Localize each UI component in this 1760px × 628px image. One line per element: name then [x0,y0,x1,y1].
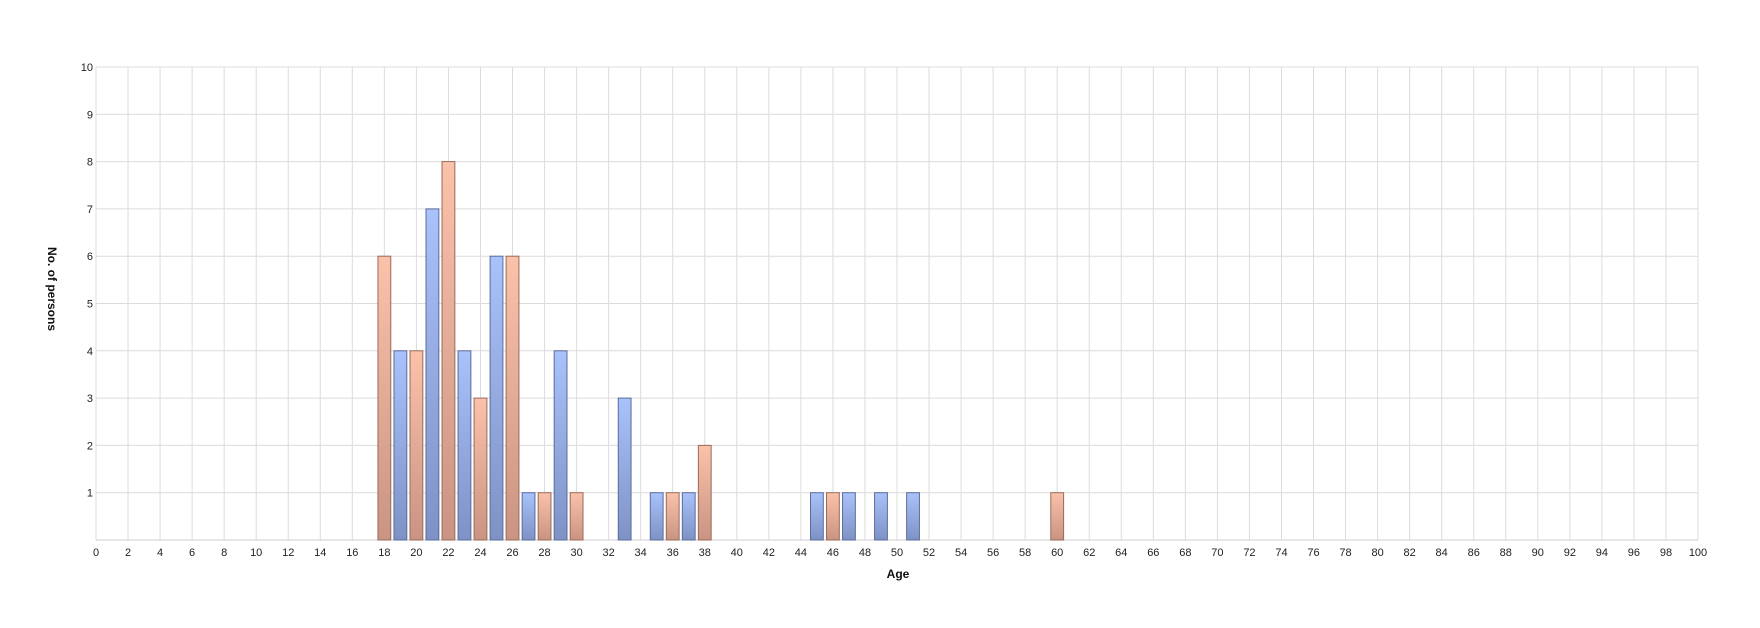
x-tick-label: 80 [1371,547,1383,559]
x-tick-label: 86 [1468,547,1480,559]
x-tick-label: 6 [189,547,195,559]
bar [665,492,680,541]
x-tick-label: 10 [250,547,262,559]
x-tick-label: 18 [378,547,390,559]
x-tick-label: 40 [731,547,743,559]
bar [842,492,856,541]
x-axis-label: Age [887,567,910,581]
x-tick-label: 76 [1307,547,1319,559]
x-tick-label: 22 [442,547,454,559]
bar [874,492,888,541]
bar [441,161,456,541]
x-tick-labels: 0 2 4 6 8 10 12 14 16 18 20 22 24 26 28 30 32 34 36 38 40 42 4… [93,547,1707,559]
x-tick-label: 78 [1339,547,1351,559]
y-tick-label: 2 [87,440,93,452]
x-tick-label: 2 [125,547,131,559]
x-tick-label: 4 [157,547,163,559]
x-tick-label: 0 [93,547,99,559]
bar [393,350,408,541]
x-tick-label: 100 [1689,547,1707,559]
x-tick-label: 38 [699,547,711,559]
y-tick-label: 7 [87,204,93,216]
x-tick-label: 62 [1083,547,1095,559]
bar [425,208,440,541]
y-axis-label: No. of persons [45,247,59,331]
bar [489,255,504,541]
x-tick-label: 8 [221,547,227,559]
bar [457,350,472,541]
x-tick-label: 74 [1275,547,1287,559]
y-tick-label: 9 [87,109,93,121]
y-tick-label: 3 [87,393,93,405]
bar [377,255,392,541]
x-tick-label: 92 [1564,547,1576,559]
x-tick-label: 48 [859,547,871,559]
bar [649,492,664,541]
bar [826,492,840,541]
x-tick-label: 56 [987,547,999,559]
y-tick-label: 4 [87,346,93,358]
x-tick-label: 94 [1596,547,1608,559]
x-tick-label: 70 [1211,547,1223,559]
bar [553,350,568,541]
bar [537,492,552,541]
x-tick-label: 68 [1179,547,1191,559]
x-tick-label: 24 [474,547,486,559]
x-tick-label: 42 [763,547,775,559]
x-tick-label: 52 [923,547,935,559]
y-tick-labels: 1 2 3 4 5 6 7 8 9 10 [81,62,93,500]
y-tick-label: 6 [87,251,93,263]
x-tick-label: 98 [1660,547,1672,559]
y-tick-label: 5 [87,299,93,311]
x-tick-label: 50 [891,547,903,559]
x-tick-label: 90 [1532,547,1544,559]
x-tick-label: 12 [282,547,294,559]
x-tick-label: 58 [1019,547,1031,559]
x-tick-label: 14 [314,547,326,559]
y-tick-label: 8 [87,157,93,169]
bar [569,492,584,541]
x-tick-label: 46 [827,547,839,559]
bar [1050,492,1065,541]
bar [617,397,632,541]
x-tick-label: 34 [635,547,647,559]
x-tick-label: 36 [667,547,679,559]
bar [473,397,488,541]
x-tick-label: 44 [795,547,807,559]
x-tick-label: 96 [1628,547,1640,559]
bar [505,255,520,541]
x-tick-label: 82 [1404,547,1416,559]
bar [681,492,696,541]
bar [809,492,824,541]
x-tick-label: 66 [1147,547,1159,559]
bar [906,492,920,541]
bar [697,444,712,541]
x-tick-label: 32 [603,547,615,559]
bar [409,350,424,541]
x-tick-label: 60 [1051,547,1063,559]
x-tick-label: 26 [506,547,518,559]
x-tick-label: 88 [1500,547,1512,559]
x-tick-label: 54 [955,547,967,559]
bar [521,492,536,541]
x-tick-label: 28 [538,547,550,559]
x-tick-label: 84 [1436,547,1448,559]
y-tick-label: 10 [81,62,93,74]
y-tick-label: 1 [87,488,93,500]
x-tick-label: 30 [570,547,582,559]
x-tick-label: 20 [410,547,422,559]
x-tick-label: 16 [346,547,358,559]
grid-lines [95,66,1699,541]
x-tick-label: 64 [1115,547,1127,559]
bars-group [377,161,1065,541]
x-tick-label: 72 [1243,547,1255,559]
